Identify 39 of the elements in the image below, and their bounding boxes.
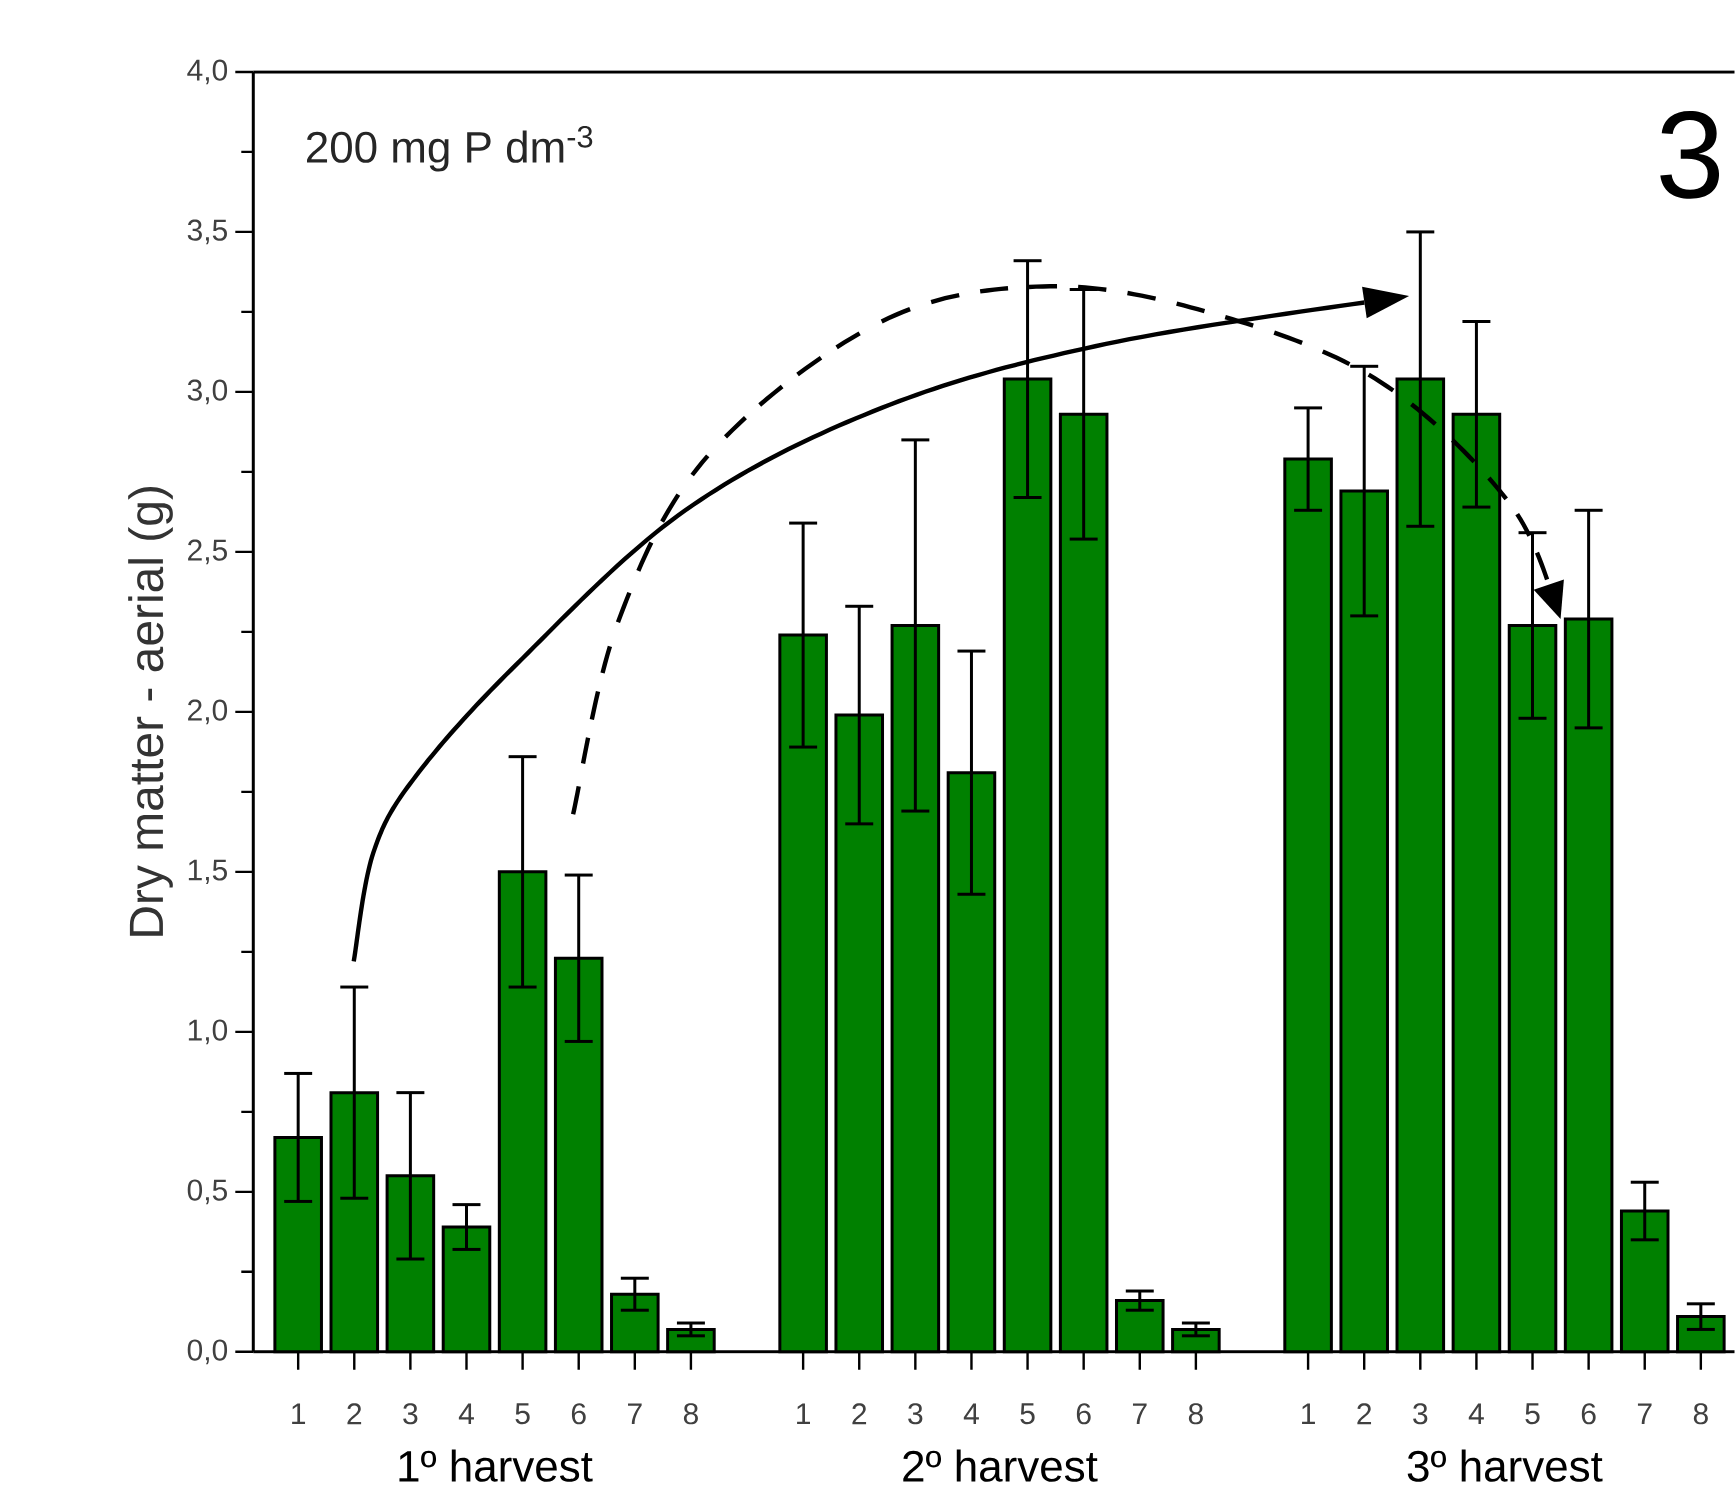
x-tick-label: 8	[683, 1403, 698, 1425]
y-axis-title: Dry matter - aerial (g)	[128, 487, 173, 936]
y-tick-label: 0,0	[187, 1339, 228, 1365]
x-tick-label: 8	[1693, 1403, 1708, 1425]
text: 3º harvest	[1407, 1449, 1603, 1483]
x-tick-label: 3	[908, 1403, 923, 1425]
y-tick-label: 3,5	[187, 219, 227, 245]
text: 2º harvest	[903, 1449, 1098, 1483]
y-tick-label: 1,5	[188, 859, 227, 885]
y-tick-label: 3,0	[187, 379, 228, 405]
x-tick-label: 3	[403, 1403, 418, 1425]
x-tick-label: 7	[628, 1403, 642, 1425]
x-tick-label: 4	[963, 1403, 979, 1425]
x-tick-label: 5	[1020, 1403, 1035, 1425]
x-tick-label: 2	[1357, 1403, 1372, 1425]
y-tick-label: 2,0	[188, 699, 228, 725]
annotation: 200 mg P dm$^{-3}$	[307, 126, 593, 172]
y-tick-label: 1,0	[188, 1019, 228, 1045]
x-tick-label: 5	[515, 1403, 530, 1425]
x-tick-label: 4	[1468, 1403, 1484, 1425]
y-tick-label: 2,5	[188, 539, 227, 565]
x-tick-label: 7	[1132, 1403, 1147, 1425]
x-tick-label: 1	[1302, 1403, 1315, 1425]
y-tick-label: 4,0	[187, 59, 228, 85]
x-tick-label: 2	[347, 1403, 362, 1425]
x-tick-label: 6	[1076, 1403, 1091, 1425]
x-tick-label: 7	[1637, 1403, 1652, 1425]
x-tick-label: 1	[797, 1403, 810, 1425]
x-tick-label: 4	[458, 1403, 474, 1425]
x-tick-label: 6	[1581, 1403, 1596, 1425]
annotation: 3	[1660, 111, 1720, 199]
x-tick-label: 2	[852, 1403, 867, 1425]
x-tick-label: 8	[1188, 1403, 1203, 1425]
x-tick-label: 3	[1413, 1403, 1428, 1425]
y-tick-label: 0,5	[187, 1179, 227, 1205]
x-tick-label: 1	[292, 1403, 306, 1425]
text: 1º harvest	[399, 1449, 593, 1483]
x-tick-label: 6	[571, 1403, 586, 1425]
x-tick-label: 5	[1525, 1403, 1540, 1425]
